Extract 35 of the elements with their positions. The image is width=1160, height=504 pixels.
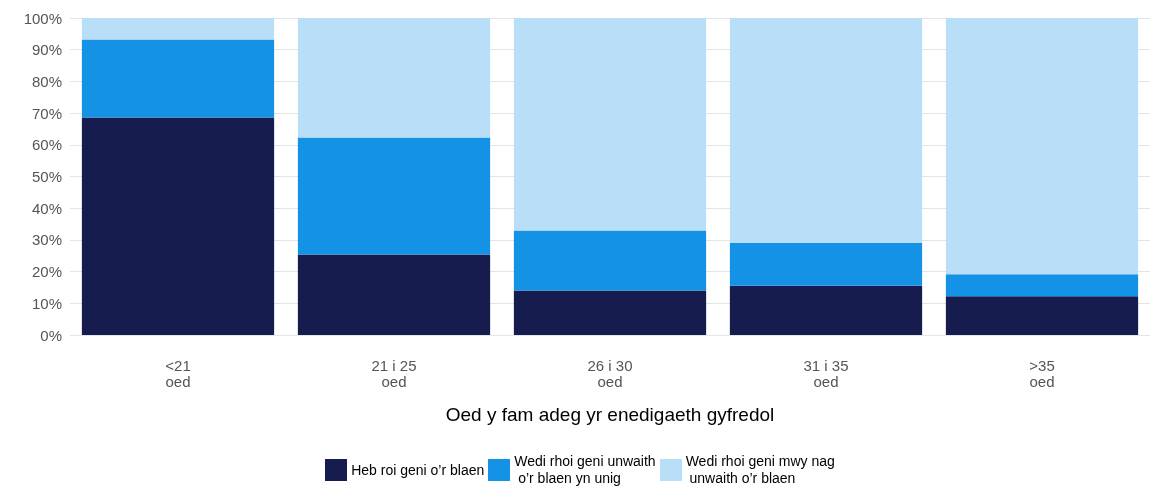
y-tick-label: 60% [31, 136, 62, 154]
bar [513, 18, 707, 231]
bar [945, 296, 1139, 335]
legend-label: Wedi rhoi geni unwaith o’r blaen yn unig [514, 453, 656, 487]
bar [945, 18, 1139, 275]
y-tick-label: 80% [31, 72, 62, 90]
bar [513, 290, 707, 335]
legend-label: Heb roi geni o’r blaen [351, 461, 485, 479]
y-tick-label: 20% [31, 263, 62, 281]
y-tick-label: 90% [31, 41, 62, 59]
y-tick-label: 40% [31, 199, 62, 217]
bar [297, 254, 491, 335]
x-tick-label: <21 oed [165, 356, 191, 390]
y-tick-label: 100% [23, 9, 62, 27]
y-tick-label: 70% [31, 104, 62, 122]
x-axis-title: Oed y fam adeg yr enedigaeth gyfredol [445, 404, 775, 425]
bar [297, 18, 491, 138]
bar [729, 18, 923, 244]
bar [81, 117, 275, 335]
bar [81, 39, 275, 118]
y-tick-label: 10% [31, 294, 62, 312]
bar [297, 137, 491, 255]
legend-label: Wedi rhoi geni mwy nag unwaith o’r blaen [685, 453, 835, 487]
bar [81, 18, 275, 40]
y-tick-label: 30% [31, 231, 62, 249]
bar [729, 285, 923, 335]
bar [729, 243, 923, 286]
y-tick-label: 50% [31, 168, 62, 185]
x-tick-label: 31 i 35 oed [803, 356, 849, 390]
x-tick-label: 21 i 25 oed [371, 356, 417, 390]
x-tick-label: 26 i 30 oed [587, 356, 633, 390]
bar [513, 230, 707, 291]
x-tick-label: >35 oed [1029, 356, 1055, 390]
bar [945, 274, 1139, 297]
y-tick-label: 0% [40, 326, 62, 344]
